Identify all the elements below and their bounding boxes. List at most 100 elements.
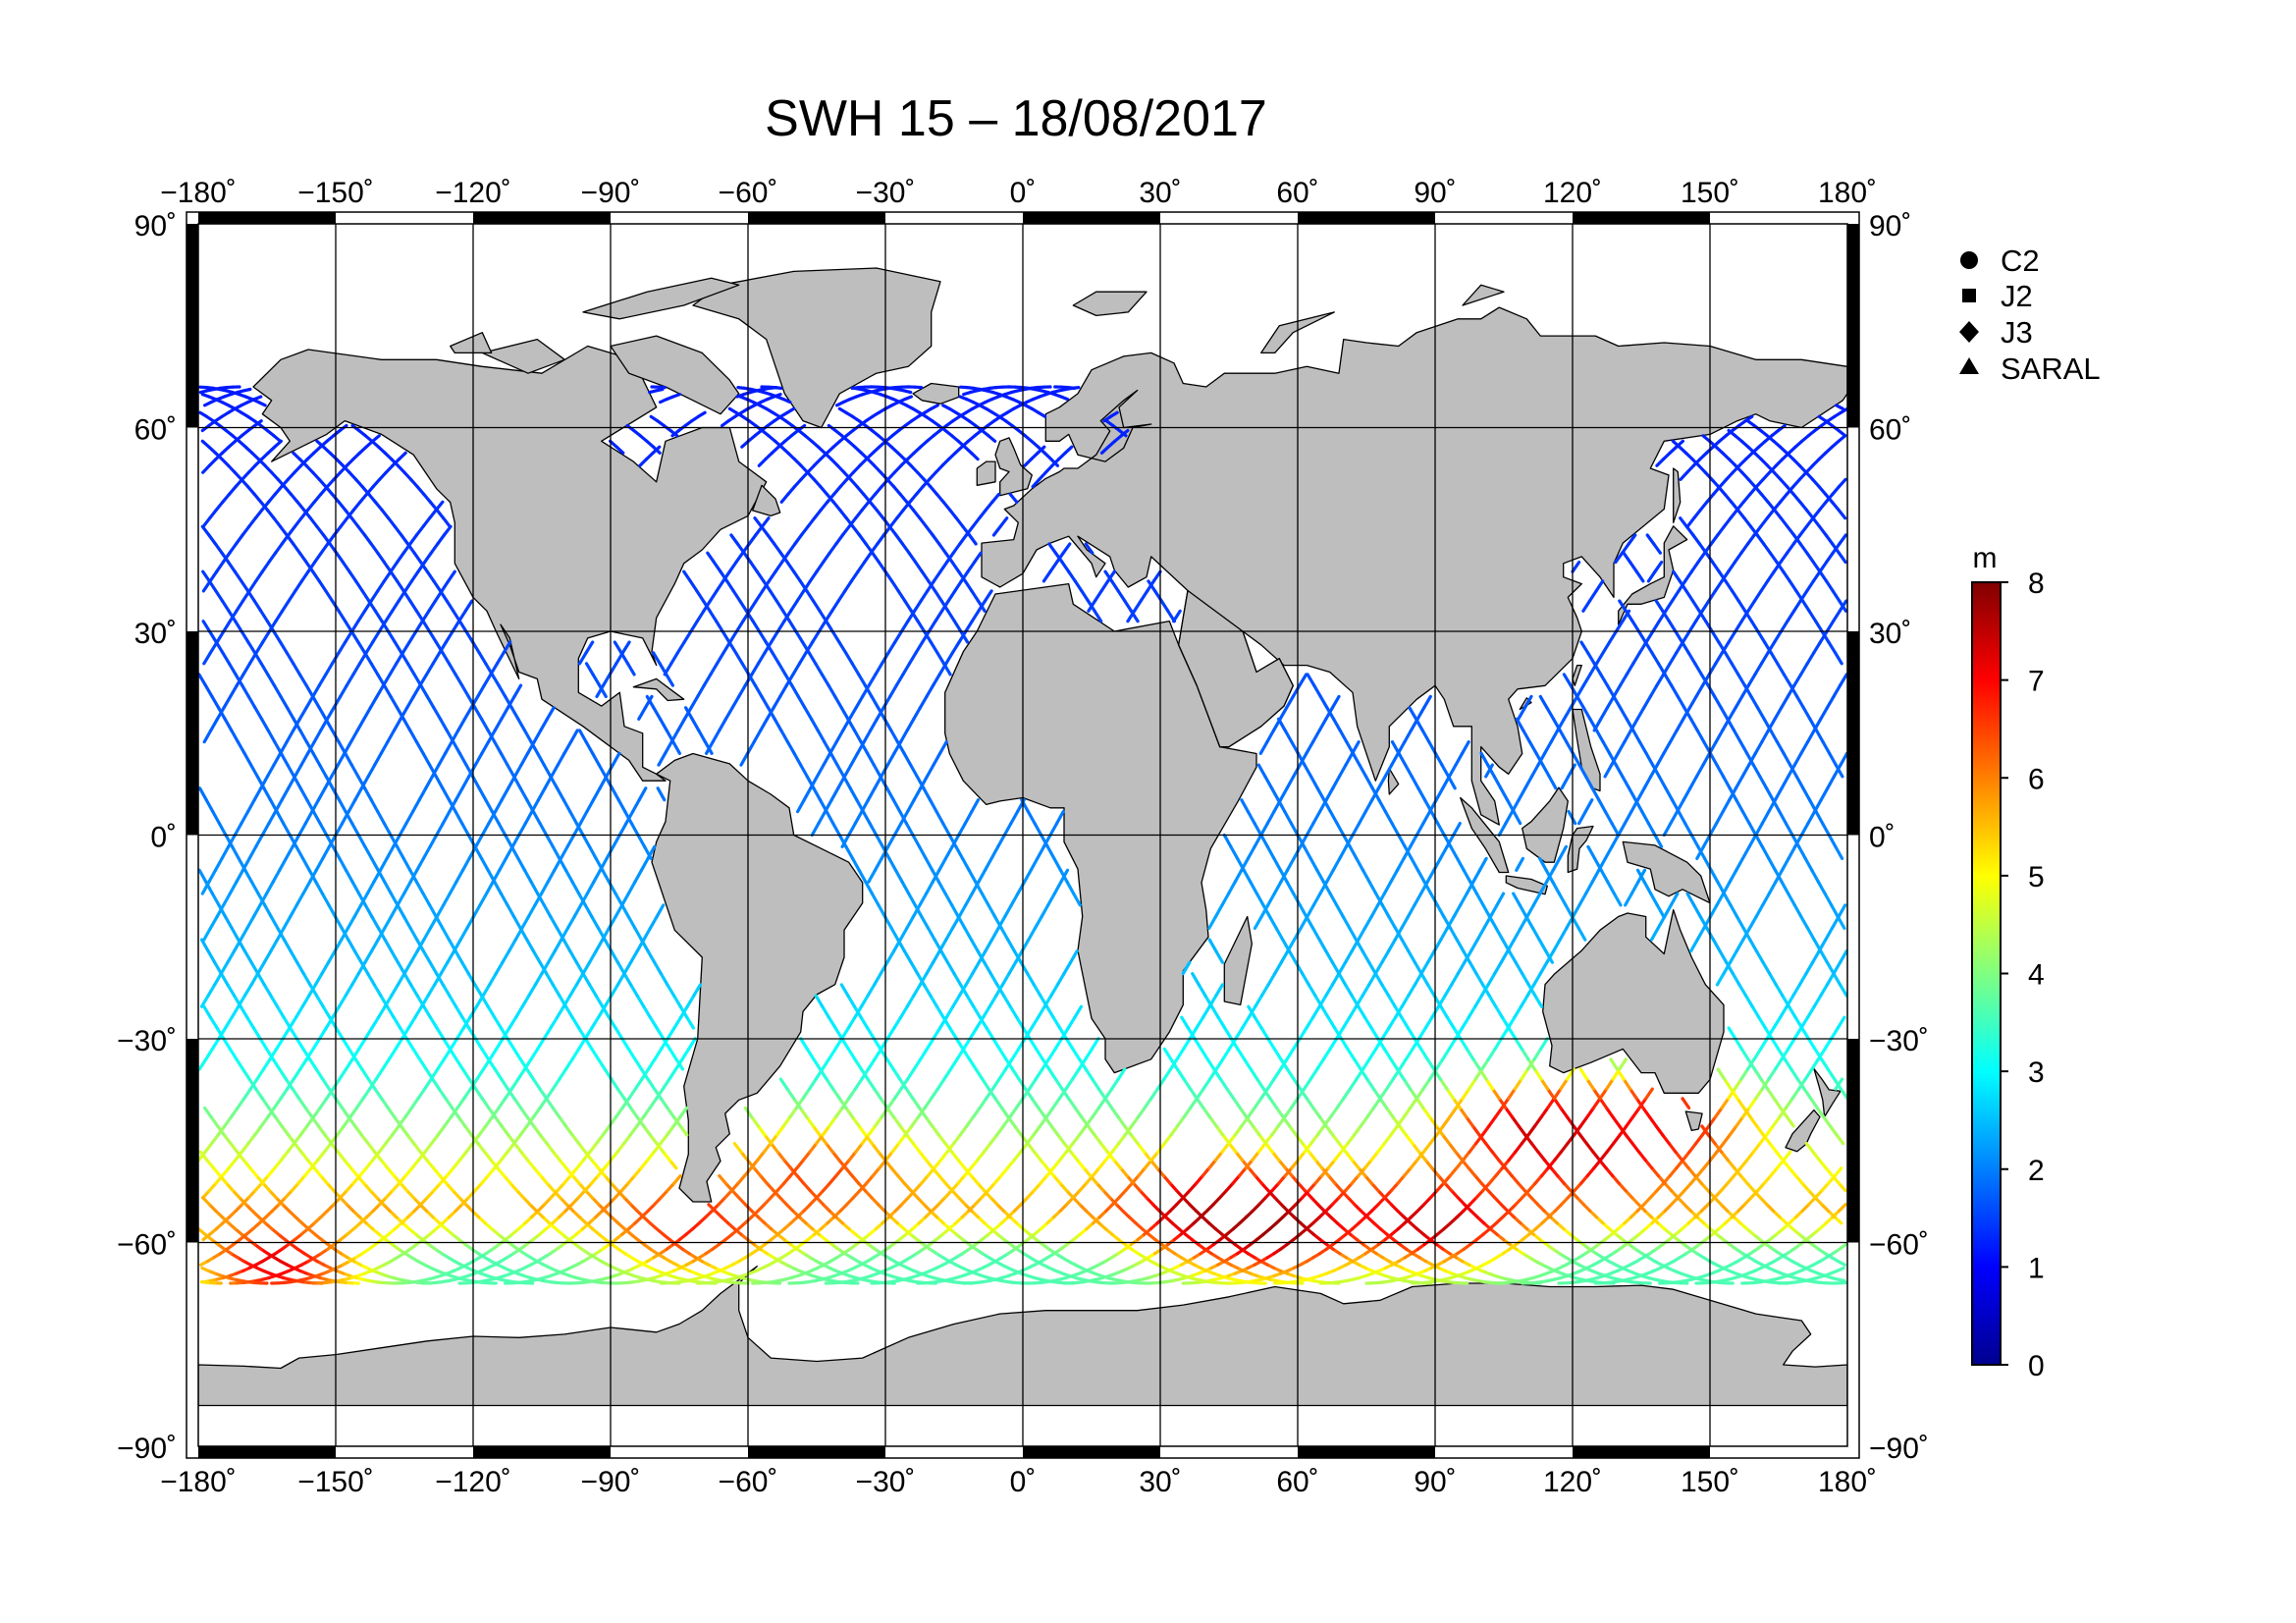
track-segment [1091,1106,1101,1119]
track-segment [293,763,303,779]
track-segment [421,620,432,633]
track-segment [834,729,845,744]
track-segment [816,729,827,744]
track-segment [642,926,653,942]
track-segment [262,983,273,998]
track-segment [314,1067,325,1081]
track-segment [402,960,413,976]
track-segment [324,662,335,676]
track-segment [1669,809,1680,826]
track-segment [230,729,240,744]
track-segment [260,500,271,513]
track-segment [1576,809,1587,826]
track-segment [815,1189,826,1200]
track-segment [471,775,481,790]
track-segment [556,751,566,767]
track-segment [1661,609,1672,623]
track-segment [1637,640,1648,655]
track-segment [345,673,355,687]
track-segment [266,673,276,687]
track-segment [408,729,418,744]
track-segment [642,1004,653,1019]
track-segment [484,798,494,814]
track-segment [1382,1047,1393,1061]
track-segment [615,960,626,976]
track-segment [1715,763,1726,779]
track-segment [635,1115,646,1128]
track-segment [682,569,692,583]
track-segment [1767,856,1778,872]
track-segment [577,892,587,907]
track-segment [601,1124,612,1137]
track-segment [1725,470,1735,481]
track-segment [410,1158,420,1170]
track-segment [931,868,941,884]
track-segment [1791,477,1802,489]
track-segment [495,1037,505,1051]
track-segment [696,683,706,699]
track-segment [1794,589,1805,603]
track-segment [1507,1026,1518,1041]
track-segment [950,903,960,919]
track-segment [414,609,425,623]
track-segment [718,717,728,732]
track-segment [208,915,219,931]
track-segment [583,1037,594,1051]
track-segment [719,569,729,583]
track-segment [695,589,706,603]
track-segment [293,1133,302,1146]
track-segment [1218,1077,1229,1091]
track-segment [633,868,644,884]
track-segment [1415,821,1425,838]
track-segment [1201,1077,1212,1091]
track-segment [201,516,212,528]
track-segment [1727,1026,1737,1041]
track-segment [882,915,893,931]
track-segment [609,1150,619,1163]
track-segment [655,1087,665,1101]
track-segment [1103,1087,1114,1101]
track-segment [986,1181,996,1193]
track-segment [213,971,223,987]
track-segment [1514,960,1524,976]
track-segment [1764,1124,1775,1137]
track-segment [370,938,380,953]
track-segment [902,949,913,964]
track-segment [1650,1166,1661,1178]
track-segment [1805,579,1816,593]
track-segment [311,751,322,767]
track-segment [1488,903,1499,919]
track-segment [869,717,880,732]
track-segment [924,524,934,537]
track-segment [1468,1142,1478,1154]
track-segment [1447,1037,1458,1051]
track-segment [1614,763,1625,779]
track-segment [1099,579,1110,593]
track-segment [1109,579,1120,593]
track-segment [386,729,397,744]
track-segment [825,1142,834,1154]
track-segment [1298,673,1308,687]
track-segment [1539,1037,1549,1051]
track-segment [390,983,400,998]
track-segment [1825,694,1836,710]
track-segment [558,1067,568,1081]
track-segment [851,1189,862,1200]
track-segment [545,706,556,721]
track-segment [289,903,298,919]
track-segment [1649,926,1660,942]
track-segment [827,683,837,699]
track-segment [633,1057,644,1071]
track-segment [1611,1173,1622,1185]
track-segment [1019,1142,1029,1154]
track-segment [321,844,331,861]
track-segment [1460,1158,1470,1170]
track-segment [876,533,886,546]
track-segment [910,1115,921,1128]
track-segment [1738,1158,1749,1170]
track-segment [391,1181,401,1193]
track-segment [1014,1097,1025,1110]
track-segment [1811,569,1822,583]
track-segment [298,1057,308,1071]
track-segment [512,763,523,779]
